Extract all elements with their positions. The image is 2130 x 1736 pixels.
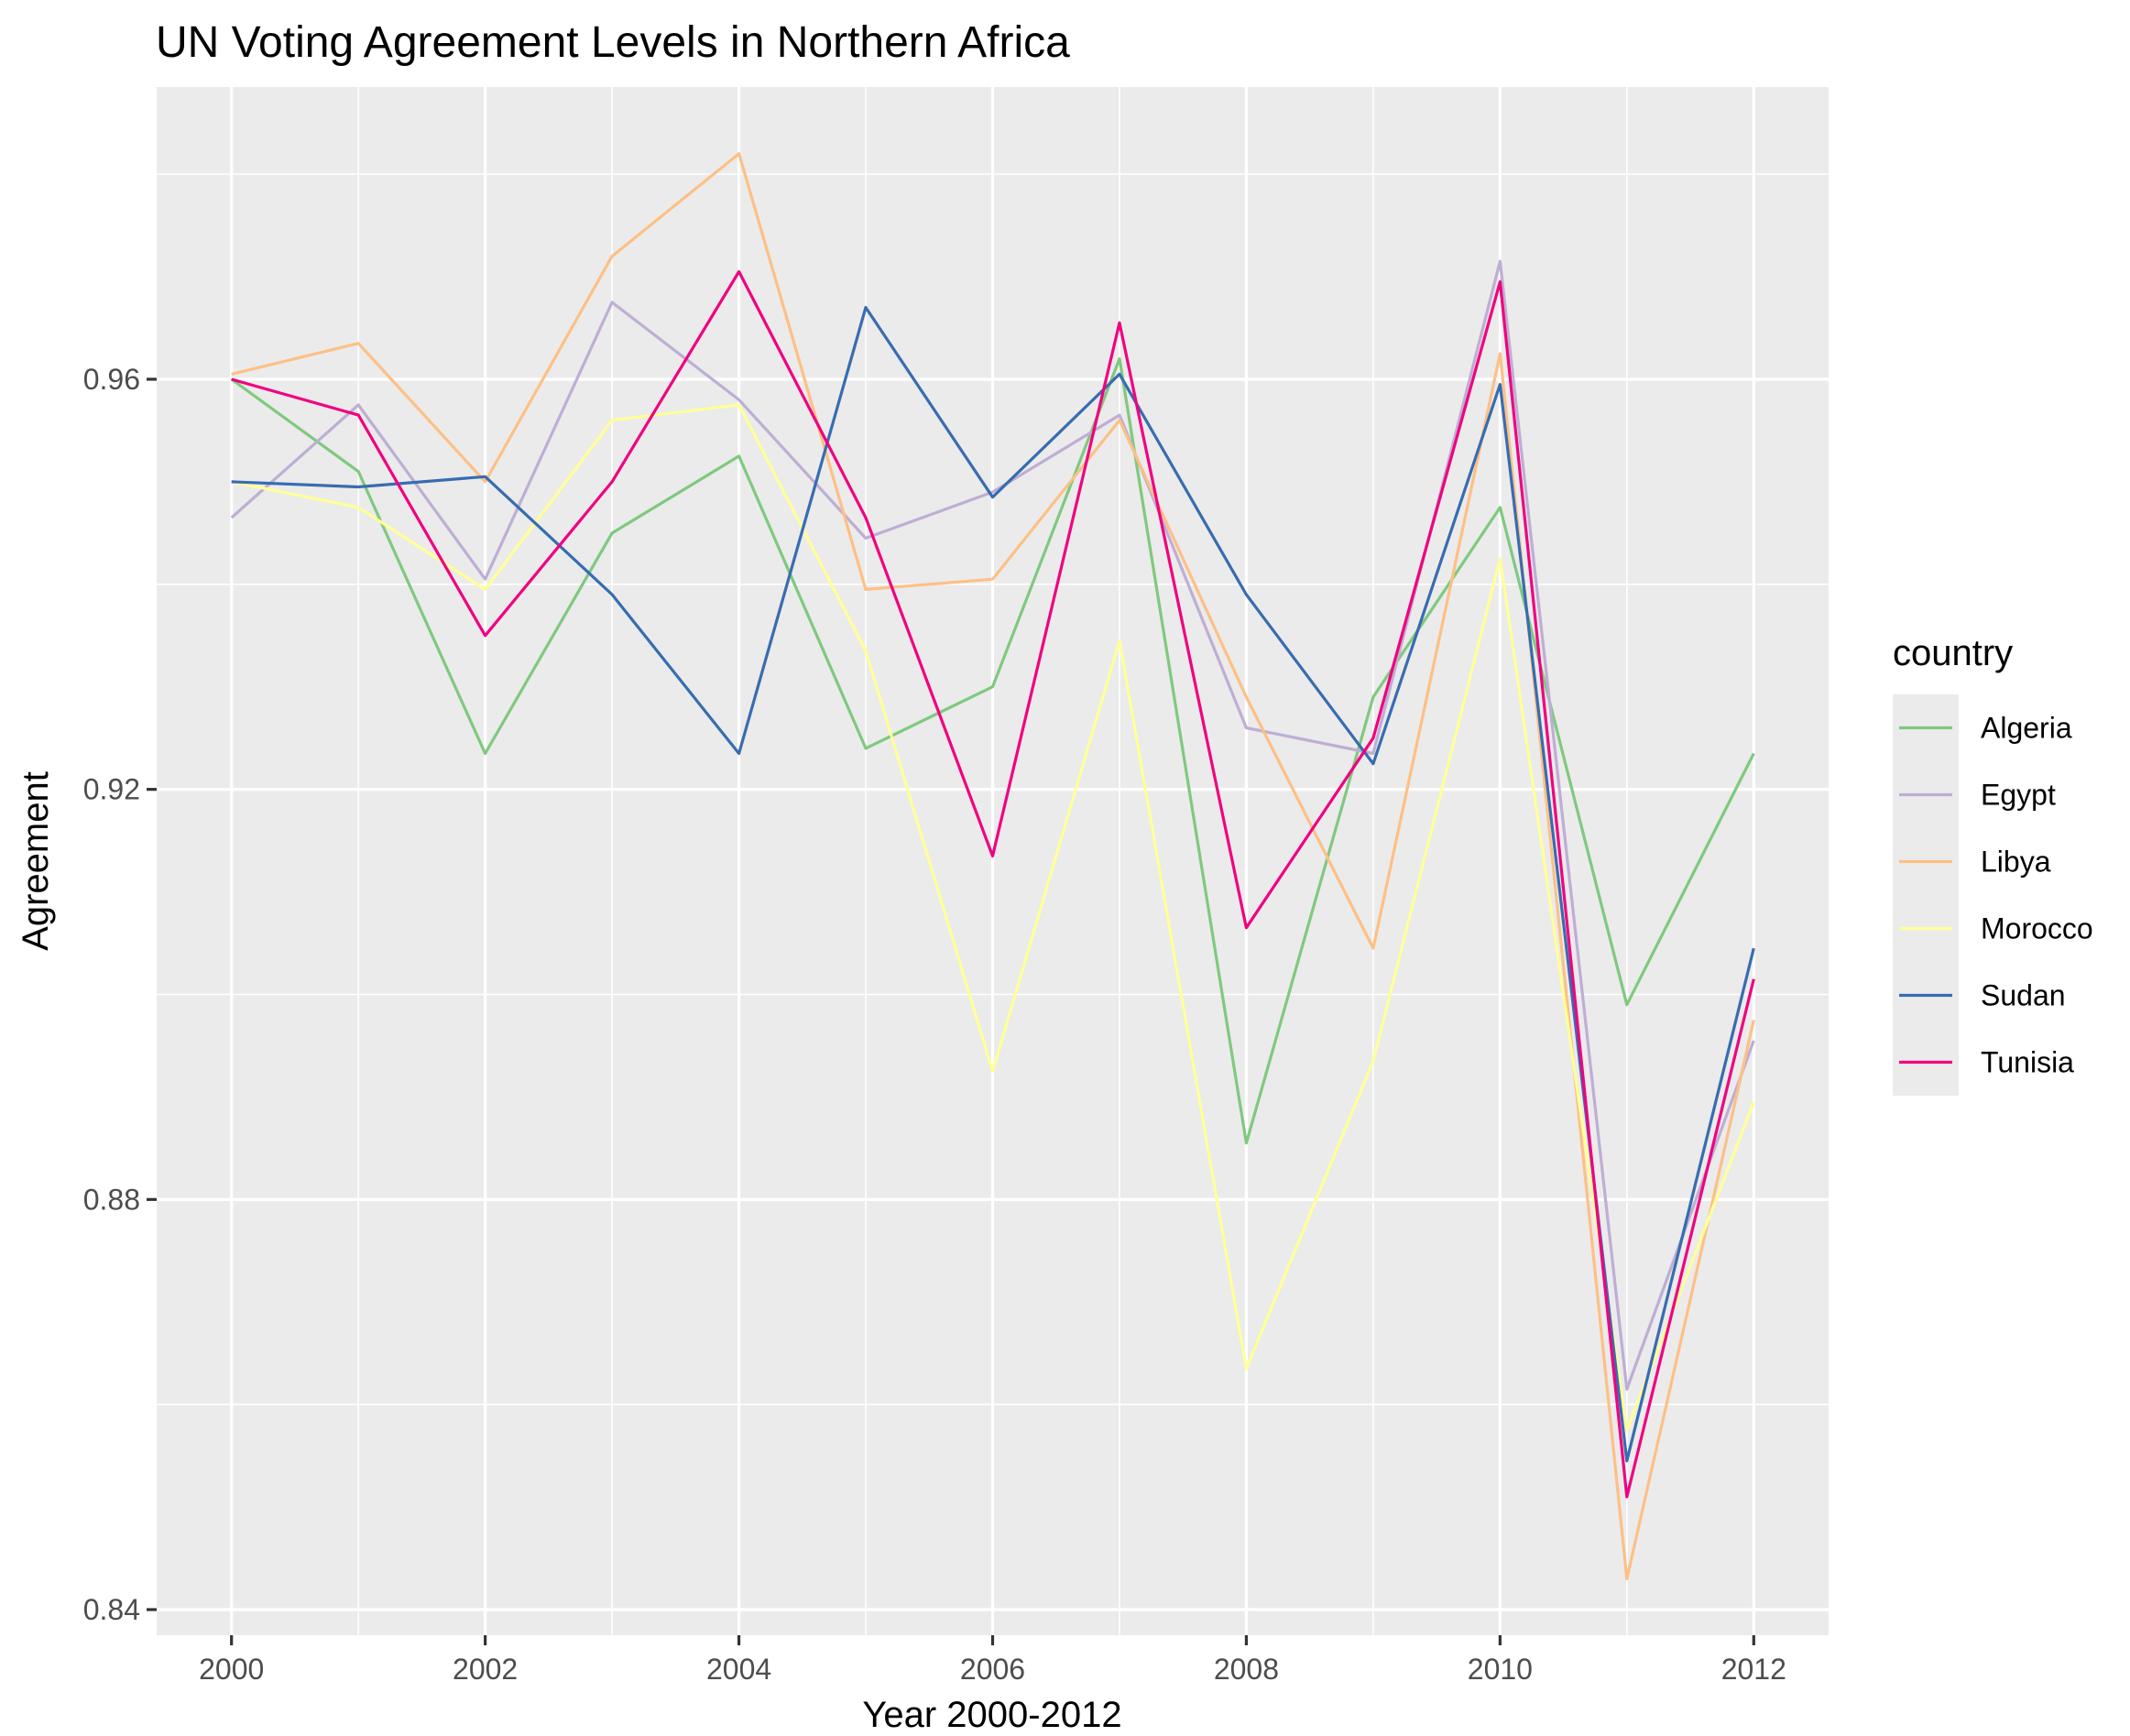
series-line-algeria bbox=[230, 357, 1755, 1145]
x-tick-label: 2012 bbox=[1721, 1653, 1786, 1686]
legend-label-libya: Libya bbox=[1981, 846, 2051, 879]
series-lines bbox=[230, 152, 1755, 1581]
y-tick-label: 0.88 bbox=[83, 1183, 140, 1216]
legend-title: country bbox=[1893, 633, 2013, 673]
y-axis-ticks: 0.84 0.88 0.92 0.96 bbox=[83, 363, 157, 1626]
series-line-morocco bbox=[231, 403, 1755, 1432]
legend-keys: Algeria Egypt Libya Morocco Sudan Tunisia bbox=[1893, 694, 2093, 1096]
y-tick-label: 0.84 bbox=[83, 1593, 140, 1626]
x-tick-label: 2002 bbox=[453, 1653, 518, 1686]
y-tick-label: 0.96 bbox=[83, 363, 140, 396]
x-tick-label: 2010 bbox=[1468, 1653, 1533, 1686]
series-line-egypt bbox=[230, 259, 1755, 1392]
legend-label-tunisia: Tunisia bbox=[1981, 1046, 2074, 1079]
x-axis-title: Year 2000-2012 bbox=[862, 1695, 1121, 1735]
legend-label-egypt: Egypt bbox=[1981, 779, 2056, 812]
x-axis-ticks: 2000 2002 2004 2006 2008 2010 2012 bbox=[199, 1635, 1786, 1686]
legend-label-morocco: Morocco bbox=[1981, 912, 2093, 945]
legend-label-algeria: Algeria bbox=[1981, 712, 2072, 745]
x-tick-label: 2004 bbox=[706, 1653, 771, 1686]
chart-title: UN Voting Agreement Levels in Northern A… bbox=[156, 18, 1070, 67]
x-tick-label: 2008 bbox=[1214, 1653, 1279, 1686]
series-line-sudan bbox=[231, 306, 1755, 1463]
series-line-libya bbox=[231, 152, 1755, 1581]
major-gridlines bbox=[157, 87, 1829, 1635]
series-line-tunisia bbox=[231, 269, 1755, 1499]
legend: country Algeria Egypt Libya Morocco Sudan Tun… bbox=[1893, 633, 2093, 1096]
x-tick-label: 2000 bbox=[199, 1653, 264, 1686]
legend-label-sudan: Sudan bbox=[1981, 979, 2066, 1012]
y-axis-title: Agreement bbox=[16, 771, 56, 951]
x-tick-label: 2006 bbox=[960, 1653, 1025, 1686]
legend-key-background bbox=[1893, 694, 1959, 1096]
y-tick-label: 0.92 bbox=[83, 773, 140, 806]
